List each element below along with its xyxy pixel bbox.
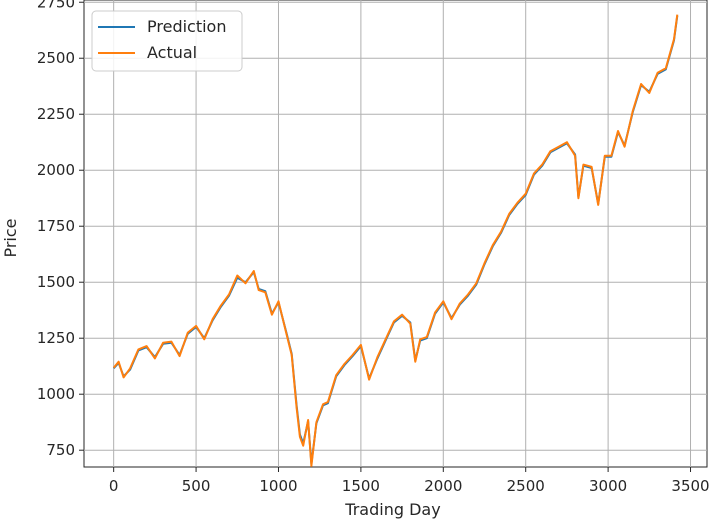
legend: Prediction Actual (91, 10, 243, 72)
y-tick-label: 2750 (37, 0, 75, 11)
x-axis-label: Trading Day (344, 500, 440, 519)
y-tick-label: 1250 (37, 329, 75, 347)
plot-area (83, 0, 708, 468)
legend-label-prediction: Prediction (147, 17, 226, 36)
x-tick-label: 1000 (259, 477, 297, 495)
y-tick-label: 750 (46, 441, 75, 459)
x-tick-label: 1500 (342, 477, 380, 495)
legend-label-actual: Actual (147, 43, 197, 62)
y-tick-label: 1500 (37, 273, 75, 291)
y-tick-label: 1750 (37, 217, 75, 235)
y-axis-ticks: 750 1000 1250 1500 1750 2000 2250 2500 2750 (37, 0, 84, 459)
x-tick-label: 2500 (507, 477, 545, 495)
series-layer (112, 14, 679, 467)
x-tick-label: 3000 (589, 477, 627, 495)
y-tick-label: 2500 (37, 49, 75, 67)
y-tick-label: 2000 (37, 161, 75, 179)
grid (84, 0, 707, 467)
x-tick-label: 3500 (671, 477, 709, 495)
x-tick-label: 2000 (424, 477, 462, 495)
x-tick-label: 0 (109, 477, 119, 495)
y-tick-label: 1000 (37, 385, 75, 403)
x-axis-ticks: 0 500 1000 1500 2000 2500 3000 3500 (109, 467, 709, 495)
x-tick-label: 500 (182, 477, 211, 495)
y-tick-label: 2250 (37, 105, 75, 123)
series-line-actual (112, 14, 679, 467)
y-axis-label: Price (1, 218, 20, 257)
